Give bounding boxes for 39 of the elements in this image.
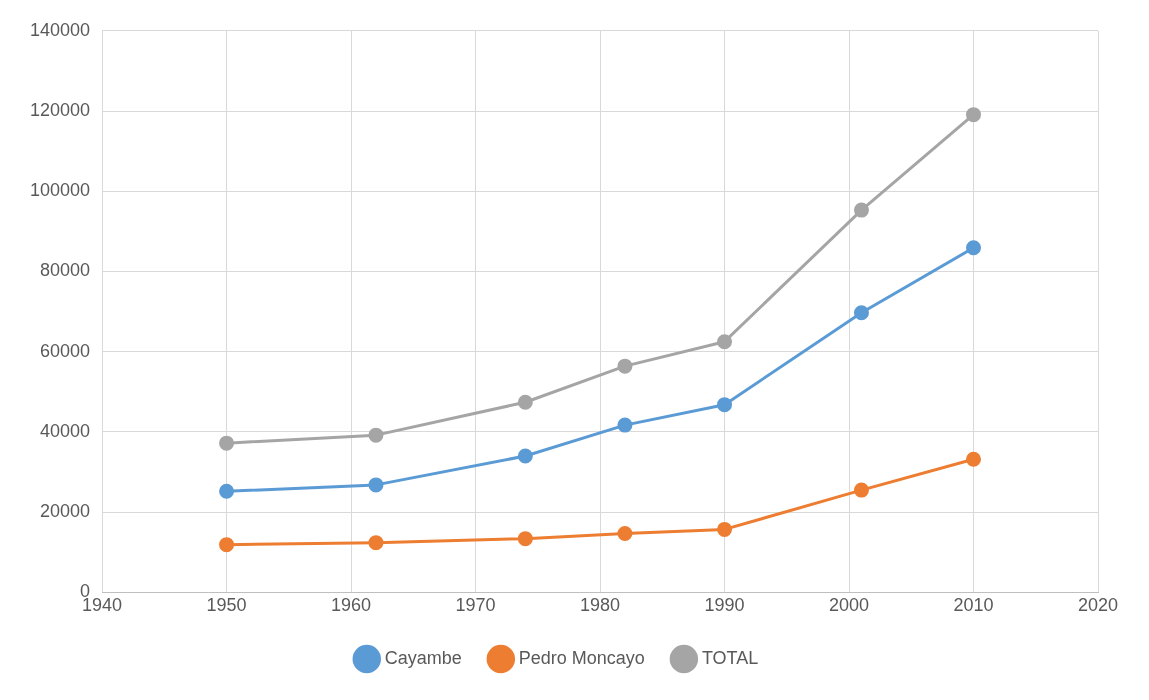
point bbox=[517, 531, 533, 547]
point bbox=[717, 334, 733, 350]
y-tick-label: 120000 bbox=[29, 100, 91, 120]
point bbox=[717, 521, 733, 537]
y-tick-label: 140000 bbox=[29, 19, 91, 40]
y-tick-label: 60000 bbox=[40, 340, 91, 361]
x-tick-label: 1960 bbox=[331, 595, 372, 616]
point bbox=[368, 427, 384, 443]
y-tick-label: 100000 bbox=[29, 180, 91, 201]
x-tick-label: 2010 bbox=[953, 595, 994, 616]
point bbox=[617, 525, 633, 541]
x-tick-label: 1970 bbox=[455, 595, 496, 616]
x-tick-label: 1990 bbox=[704, 595, 745, 616]
point bbox=[517, 394, 533, 410]
point bbox=[368, 477, 384, 493]
legend-label: Pedro Moncayo bbox=[518, 647, 645, 668]
point bbox=[219, 537, 235, 553]
point bbox=[966, 107, 982, 123]
x-tick-label: 1950 bbox=[206, 595, 247, 616]
point bbox=[517, 448, 533, 464]
point bbox=[617, 417, 633, 433]
y-tick-label: 40000 bbox=[40, 420, 91, 441]
point bbox=[717, 397, 733, 413]
y-tick-label: 20000 bbox=[40, 501, 91, 522]
point bbox=[853, 482, 869, 498]
point bbox=[966, 240, 982, 256]
x-tick-label: 2020 bbox=[1077, 595, 1119, 616]
point bbox=[368, 535, 384, 551]
legend-label: TOTAL bbox=[701, 647, 759, 668]
point bbox=[617, 358, 633, 374]
x-tick-label: 2000 bbox=[828, 595, 870, 616]
y-tick-label: 80000 bbox=[40, 260, 91, 281]
point bbox=[219, 483, 235, 499]
point bbox=[966, 451, 982, 467]
legend-label: Cayambe bbox=[384, 647, 462, 668]
x-tick-label: 1980 bbox=[580, 595, 621, 616]
point bbox=[853, 202, 869, 218]
point bbox=[219, 435, 235, 451]
point bbox=[853, 305, 869, 321]
